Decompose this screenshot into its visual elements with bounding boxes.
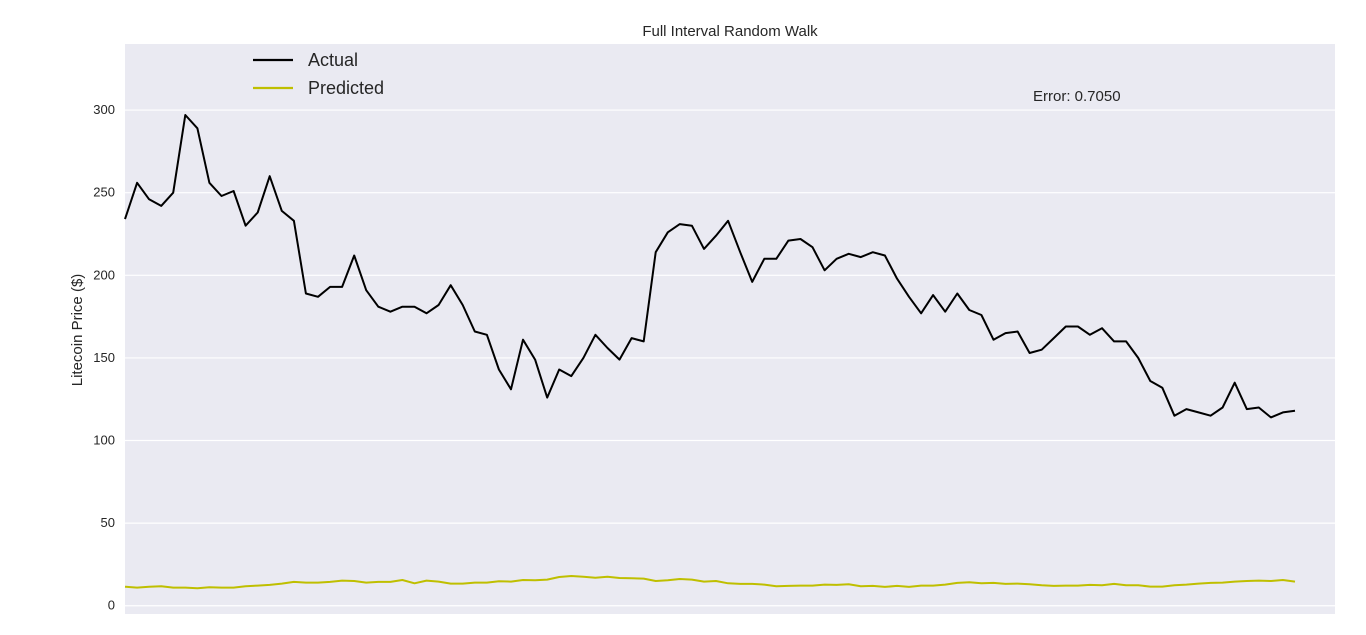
legend-label-predicted: Predicted [308, 78, 384, 98]
y-tick-label: 0 [108, 598, 115, 613]
y-axis-label: Litecoin Price ($) [69, 274, 86, 387]
y-tick-label: 150 [93, 350, 115, 365]
y-tick-label: 250 [93, 185, 115, 200]
error-annotation: Error: 0.7050 [1033, 88, 1121, 105]
series-line-predicted [124, 575, 1296, 590]
legend: Actual Predicted [253, 50, 384, 98]
y-tick-label: 300 [93, 102, 115, 117]
series-layer [124, 114, 1296, 590]
legend-label-actual: Actual [308, 50, 358, 70]
series-line-actual [124, 114, 1296, 419]
grid-lines [125, 109, 1335, 607]
y-axis-ticks: 0 50 100 150 200 250 300 [93, 102, 115, 613]
y-tick-label: 100 [93, 433, 115, 448]
y-tick-label: 50 [101, 515, 115, 530]
y-tick-label: 200 [93, 267, 115, 282]
plot-area [125, 44, 1335, 614]
chart-title: Full Interval Random Walk [642, 23, 818, 40]
